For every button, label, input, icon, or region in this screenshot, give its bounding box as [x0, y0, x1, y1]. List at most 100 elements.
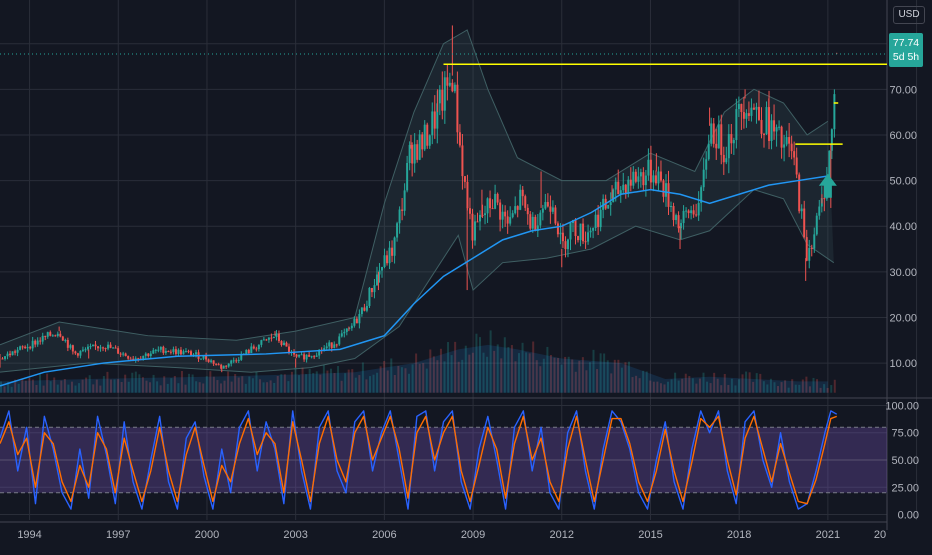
volume-bar — [610, 373, 613, 393]
candle-body — [250, 346, 253, 354]
volume-bar — [248, 376, 251, 393]
candle-body — [177, 349, 180, 354]
candle-body — [765, 107, 768, 135]
candle-body — [421, 134, 424, 150]
volume-bar — [681, 378, 684, 393]
candle-body — [167, 351, 170, 353]
volume-bar — [599, 353, 602, 393]
volume-bar — [769, 378, 772, 393]
price-tick-label: 20.00 — [889, 312, 917, 324]
volume-bar — [259, 379, 262, 393]
currency-badge[interactable]: USD — [893, 6, 925, 24]
candle-body — [491, 208, 494, 210]
volume-histogram — [0, 330, 836, 393]
candle-body — [700, 187, 703, 203]
candle-body — [240, 354, 243, 360]
volume-bar — [131, 372, 134, 393]
volume-bar — [510, 345, 513, 393]
candle-body — [137, 358, 140, 360]
candle-body — [803, 208, 806, 238]
candle-body — [541, 208, 544, 213]
candle-body — [823, 198, 826, 200]
volume-bar — [496, 344, 499, 393]
volume-bar — [638, 378, 641, 393]
volume-bar — [290, 371, 293, 393]
volume-bar — [755, 373, 758, 393]
candle-body — [629, 179, 632, 186]
volume-bar — [269, 380, 272, 393]
volume-bar — [695, 383, 698, 393]
candle-body — [313, 356, 316, 358]
volume-bar — [262, 382, 265, 393]
candle-body — [99, 347, 102, 349]
candle-body — [808, 247, 811, 261]
volume-bar — [525, 352, 528, 393]
volume-bar — [35, 384, 38, 393]
candle-body — [29, 347, 32, 349]
candle-body — [200, 358, 203, 360]
candle-body — [810, 247, 813, 249]
volume-bar — [411, 364, 414, 393]
volume-bar — [535, 360, 538, 393]
volume-bar — [620, 367, 623, 393]
last-price-tag: 77.74 5d 5h — [889, 33, 923, 67]
volume-bar — [138, 374, 141, 393]
candle-body — [619, 190, 622, 195]
volume-bar — [237, 377, 240, 393]
candle-body — [220, 364, 223, 369]
candle-body — [192, 354, 195, 356]
horizontal-lines[interactable] — [0, 53, 887, 145]
volume-bar — [21, 378, 24, 393]
candle-body — [44, 335, 47, 337]
candle-body — [195, 352, 198, 355]
volume-bar — [564, 356, 567, 393]
volume-bar — [425, 368, 428, 393]
candle-body — [659, 171, 662, 181]
up-arrow-marker[interactable] — [818, 173, 837, 198]
volume-bar — [361, 362, 364, 393]
volume-bar — [439, 348, 442, 393]
candle-body — [205, 355, 208, 360]
volume-bar — [234, 374, 237, 393]
volume-bar — [70, 381, 73, 393]
volume-bar — [408, 373, 411, 393]
volume-bar — [344, 373, 347, 393]
volume-bar — [376, 372, 379, 393]
volume-bar — [180, 371, 183, 393]
candle-body — [833, 94, 836, 130]
candle-body — [783, 144, 786, 148]
candle-body — [51, 335, 54, 337]
candle-body — [182, 351, 185, 355]
oscillator-tick-label: 25.00 — [891, 482, 919, 494]
candle-body — [285, 342, 288, 347]
candle-body — [403, 190, 406, 211]
candle-body — [225, 365, 228, 367]
volume-bar — [667, 381, 670, 393]
candle-body — [237, 359, 240, 361]
candle-body — [627, 179, 630, 194]
candle-body — [265, 339, 268, 341]
candle-body — [617, 181, 620, 195]
candle-body — [453, 84, 456, 92]
volume-bar — [823, 384, 826, 393]
volume-bar — [659, 383, 662, 393]
candle-body — [275, 333, 278, 337]
candle-body — [328, 342, 331, 347]
moving-average-line — [0, 175, 828, 387]
candle-body — [381, 266, 384, 271]
candle-body — [642, 172, 645, 186]
volume-bar — [808, 386, 811, 393]
candle-body — [639, 172, 642, 177]
candle-body — [707, 143, 710, 160]
candle-body — [436, 103, 439, 129]
oscillator-tick-label: 75.00 — [891, 428, 919, 440]
candle-body — [559, 232, 562, 235]
candle-body — [300, 354, 303, 356]
volume-bar — [379, 366, 382, 393]
volume-bar — [368, 376, 371, 393]
last-price-value: 77.74 — [892, 37, 920, 49]
candle-body — [675, 215, 678, 221]
candle-body — [280, 341, 283, 345]
